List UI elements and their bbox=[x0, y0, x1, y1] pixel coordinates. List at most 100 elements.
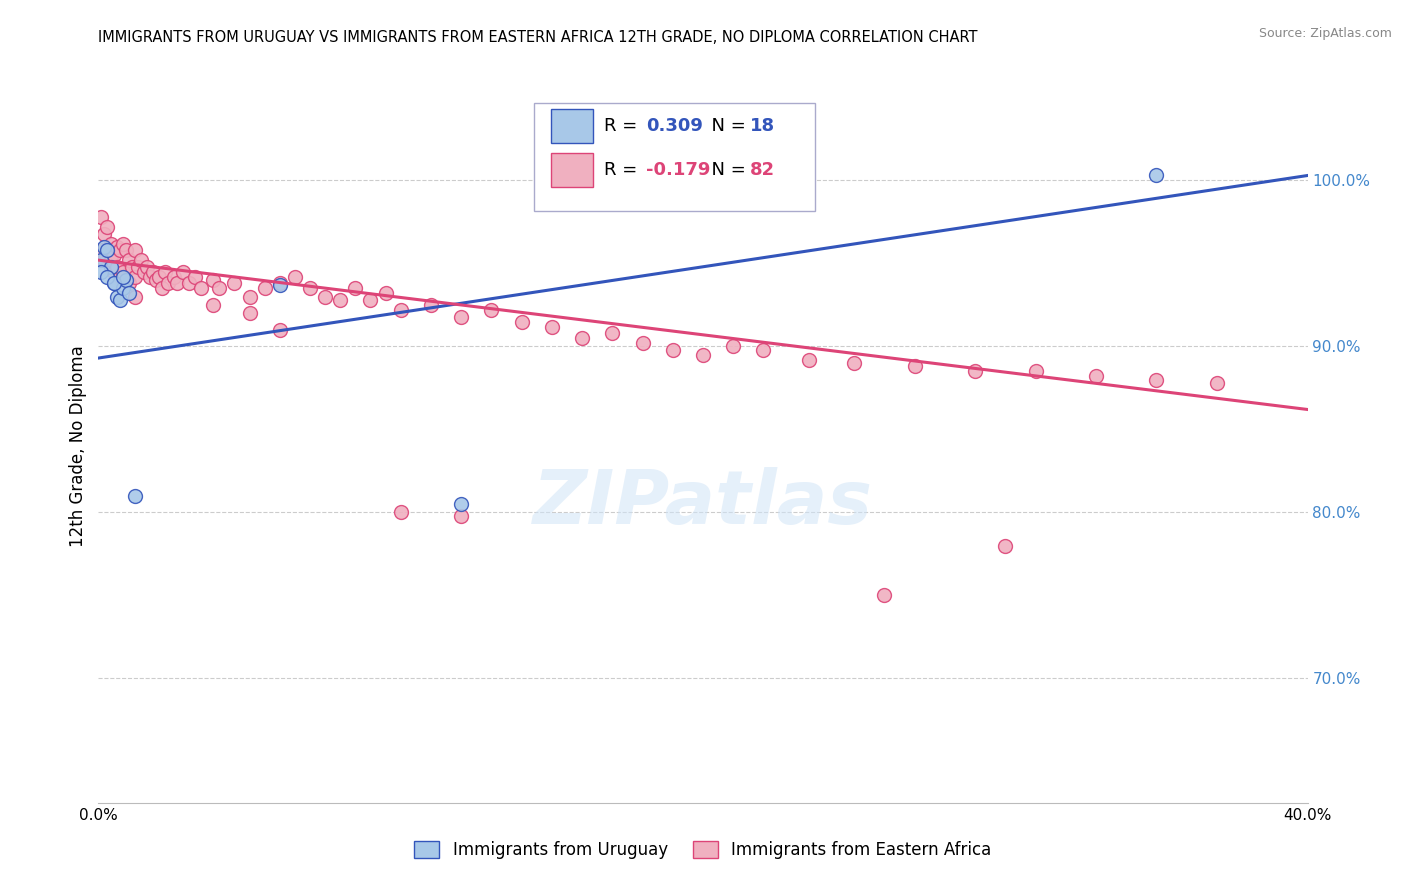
Point bbox=[108, 293, 131, 307]
Point bbox=[90, 243, 112, 257]
Point bbox=[93, 240, 115, 254]
Point bbox=[314, 290, 336, 304]
Point bbox=[96, 243, 118, 257]
Point bbox=[374, 286, 396, 301]
Point bbox=[103, 265, 125, 279]
Point bbox=[111, 265, 134, 279]
Point bbox=[105, 290, 128, 304]
Legend: Immigrants from Uruguay, Immigrants from Eastern Africa: Immigrants from Uruguay, Immigrants from… bbox=[408, 834, 998, 866]
Point bbox=[111, 281, 134, 295]
Point bbox=[103, 277, 125, 291]
Point bbox=[662, 343, 685, 357]
Point bbox=[103, 277, 125, 291]
Point bbox=[114, 243, 136, 257]
Text: -0.179: -0.179 bbox=[647, 161, 710, 179]
Point bbox=[844, 356, 866, 370]
Point bbox=[166, 277, 188, 291]
Y-axis label: 12th Grade, No Diploma: 12th Grade, No Diploma bbox=[69, 345, 87, 547]
Point bbox=[96, 269, 118, 284]
Point bbox=[163, 269, 186, 284]
Point bbox=[108, 243, 131, 257]
Point bbox=[156, 277, 179, 291]
Point bbox=[179, 277, 201, 291]
Point bbox=[299, 281, 322, 295]
Point bbox=[239, 290, 262, 304]
Point bbox=[100, 260, 122, 274]
Point bbox=[450, 497, 472, 511]
Text: 0.309: 0.309 bbox=[647, 117, 703, 135]
Point bbox=[124, 269, 146, 284]
Text: 82: 82 bbox=[751, 161, 775, 179]
Point bbox=[148, 269, 170, 284]
Point bbox=[139, 269, 162, 284]
Point bbox=[114, 273, 136, 287]
Point bbox=[269, 277, 291, 291]
Point bbox=[208, 281, 231, 295]
Point bbox=[692, 348, 714, 362]
Point bbox=[90, 265, 112, 279]
Point bbox=[135, 260, 157, 274]
Point bbox=[1085, 369, 1108, 384]
Point bbox=[723, 339, 745, 353]
Text: R =: R = bbox=[605, 117, 643, 135]
Point bbox=[344, 281, 367, 295]
Point bbox=[269, 323, 291, 337]
Point bbox=[90, 210, 112, 224]
Point bbox=[124, 290, 146, 304]
Point bbox=[253, 281, 276, 295]
Point bbox=[129, 253, 152, 268]
Point bbox=[100, 236, 122, 251]
Point bbox=[184, 269, 207, 284]
Point bbox=[450, 508, 472, 523]
Point bbox=[118, 286, 141, 301]
Point bbox=[360, 293, 382, 307]
Point bbox=[239, 306, 262, 320]
Point bbox=[96, 219, 118, 234]
Point bbox=[602, 326, 624, 340]
Point bbox=[114, 273, 136, 287]
Point bbox=[96, 243, 118, 257]
Point bbox=[631, 336, 654, 351]
Point bbox=[1144, 169, 1167, 183]
Point bbox=[111, 236, 134, 251]
Point bbox=[100, 253, 122, 268]
Point bbox=[142, 265, 165, 279]
Point bbox=[202, 298, 225, 312]
Text: R =: R = bbox=[605, 161, 643, 179]
Point bbox=[132, 265, 155, 279]
Point bbox=[904, 359, 927, 374]
Point bbox=[284, 269, 307, 284]
Point bbox=[797, 352, 820, 367]
Text: N =: N = bbox=[700, 161, 751, 179]
Point bbox=[118, 253, 141, 268]
Point bbox=[571, 331, 593, 345]
Point bbox=[202, 273, 225, 287]
Point bbox=[873, 588, 896, 602]
Text: 18: 18 bbox=[751, 117, 775, 135]
Point bbox=[224, 277, 246, 291]
Point bbox=[481, 302, 503, 317]
Point bbox=[121, 260, 143, 274]
Point bbox=[1144, 373, 1167, 387]
Point bbox=[172, 265, 194, 279]
Point bbox=[510, 314, 533, 328]
Point bbox=[389, 302, 412, 317]
Text: IMMIGRANTS FROM URUGUAY VS IMMIGRANTS FROM EASTERN AFRICA 12TH GRADE, NO DIPLOMA: IMMIGRANTS FROM URUGUAY VS IMMIGRANTS FR… bbox=[98, 29, 979, 45]
Point bbox=[93, 253, 115, 268]
Point bbox=[540, 319, 562, 334]
Point bbox=[90, 253, 112, 268]
Point bbox=[965, 364, 987, 378]
Point bbox=[420, 298, 443, 312]
Point bbox=[111, 269, 134, 284]
Point bbox=[93, 227, 115, 241]
Point bbox=[124, 243, 146, 257]
Point bbox=[105, 240, 128, 254]
Point bbox=[127, 260, 149, 274]
Point bbox=[1024, 364, 1046, 378]
Point bbox=[994, 539, 1017, 553]
Point bbox=[190, 281, 212, 295]
Point bbox=[752, 343, 775, 357]
Point bbox=[153, 265, 176, 279]
Point bbox=[150, 281, 173, 295]
Point bbox=[389, 505, 412, 519]
